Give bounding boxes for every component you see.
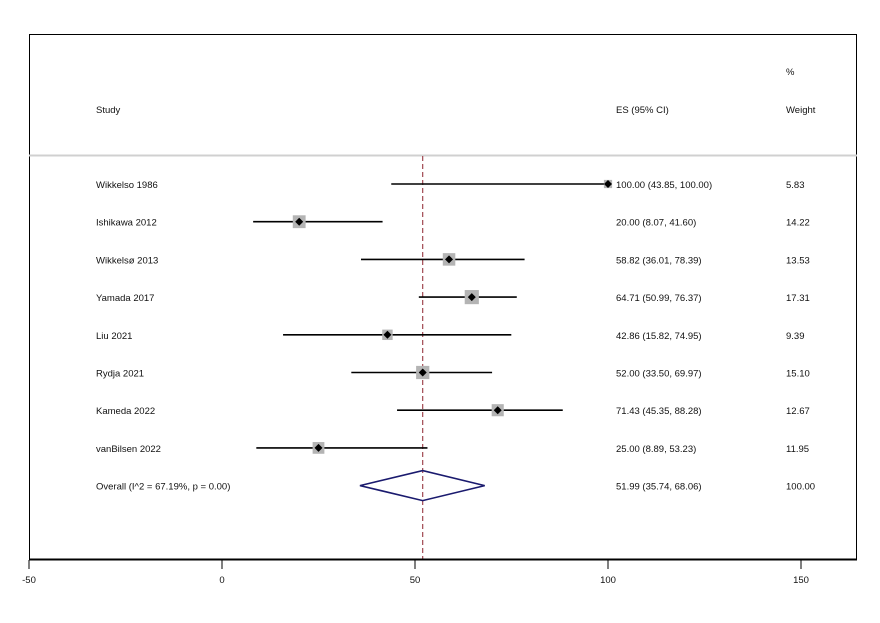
overall-es-ci-text: 51.99 (35.74, 68.06): [616, 482, 702, 493]
overall-diamond: [359, 469, 485, 502]
study-row: vanBilsen 2022 25.00 (8.89, 53.23) 11.95: [96, 442, 809, 455]
es-ci-text: 52.00 (33.50, 69.97): [616, 369, 702, 380]
point-estimate: [445, 255, 454, 264]
x-tick-label: 0: [219, 575, 224, 586]
x-tick-label: 150: [793, 575, 809, 586]
point-estimate: [493, 406, 502, 415]
es-ci-text: 100.00 (43.85, 100.00): [616, 180, 712, 191]
point-estimate: [314, 443, 323, 452]
es-ci-text: 25.00 (8.89, 53.23): [616, 444, 696, 455]
es-ci-text: 58.82 (36.01, 78.39): [616, 255, 702, 266]
weight-text: 15.10: [786, 369, 810, 380]
overall-row: Overall (I^2 = 67.19%, p = 0.00) 51.99 (3…: [96, 469, 815, 502]
weight-text: 12.67: [786, 406, 810, 417]
study-name: Kameda 2022: [96, 406, 155, 417]
point-estimate: [295, 217, 304, 226]
weight-text: 5.83: [786, 180, 805, 191]
weight-text: 13.53: [786, 255, 810, 266]
point-estimate: [383, 330, 392, 339]
x-tick-label: 50: [410, 575, 421, 586]
study-name: Ishikawa 2012: [96, 218, 157, 229]
es-ci-text: 71.43 (45.35, 88.28): [616, 406, 702, 417]
study-name: Rydja 2021: [96, 369, 144, 380]
study-name: Wikkelsø 2013: [96, 255, 158, 266]
weight-text: 17.31: [786, 293, 810, 304]
study-row: Ishikawa 2012 20.00 (8.07, 41.60) 14.22: [96, 215, 810, 229]
study-name: vanBilsen 2022: [96, 444, 161, 455]
es-ci-text: 42.86 (15.82, 74.95): [616, 331, 702, 342]
header-weight-pct: %: [786, 67, 795, 78]
header-es: ES (95% CI): [616, 105, 669, 116]
study-name: Yamada 2017: [96, 293, 154, 304]
study-name: Wikkelso 1986: [96, 180, 158, 191]
x-tick-label: -50: [22, 575, 36, 586]
study-row: Wikkelso 1986 100.00 (43.85, 100.00) 5.83: [96, 179, 805, 191]
header-study: Study: [96, 105, 121, 116]
study-row: Wikkelsø 2013 58.82 (36.01, 78.39) 13.53: [96, 253, 810, 266]
es-ci-text: 20.00 (8.07, 41.60): [616, 218, 696, 229]
es-ci-text: 64.71 (50.99, 76.37): [616, 293, 702, 304]
study-row: Yamada 2017 64.71 (50.99, 76.37) 17.31: [96, 290, 810, 305]
overall-label: Overall (I^2 = 67.19%, p = 0.00): [96, 482, 230, 493]
header-weight: Weight: [786, 105, 816, 116]
weight-text: 14.22: [786, 218, 810, 229]
study-row: Rydja 2021 52.00 (33.50, 69.97) 15.10: [96, 365, 810, 380]
overall-weight-text: 100.00: [786, 482, 815, 493]
study-row: Kameda 2022 71.43 (45.35, 88.28) 12.67: [96, 404, 810, 417]
weight-text: 11.95: [786, 444, 809, 455]
x-tick-label: 100: [600, 575, 616, 586]
point-estimate: [418, 368, 427, 377]
weight-text: 9.39: [786, 331, 805, 342]
point-estimate: [604, 180, 612, 188]
study-row: Liu 2021 42.86 (15.82, 74.95) 9.39: [96, 329, 805, 342]
point-estimate: [467, 293, 476, 302]
study-name: Liu 2021: [96, 331, 132, 342]
